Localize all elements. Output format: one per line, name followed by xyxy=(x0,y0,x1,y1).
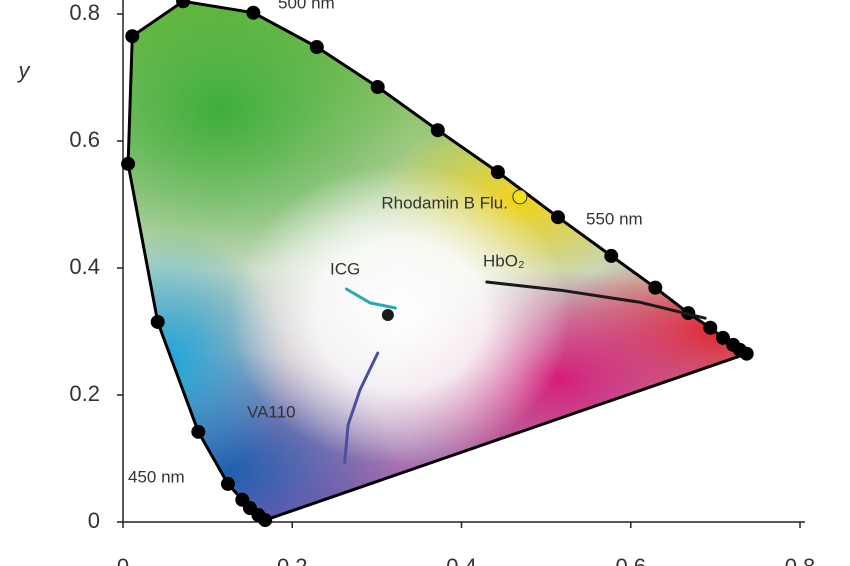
x-tick-label: 0 xyxy=(117,554,129,566)
annotation: 550 nm xyxy=(586,209,643,228)
y-tick-label: 0.6 xyxy=(69,127,100,152)
series-label: HbO₂ xyxy=(483,251,525,270)
y-tick-label: 0 xyxy=(88,508,100,533)
locus-dot xyxy=(125,29,140,44)
locus-dot xyxy=(246,5,261,20)
locus-dot xyxy=(220,476,235,491)
curve xyxy=(485,280,707,320)
series-label: ICG xyxy=(330,259,360,278)
locus-dot xyxy=(121,156,136,171)
y-tick-label: 0.2 xyxy=(69,381,100,406)
series-label: Rhodamin B Flu. xyxy=(381,193,508,212)
locus-dot xyxy=(715,330,730,345)
x-tick-label: 0.6 xyxy=(615,554,646,566)
locus-dot xyxy=(176,0,191,9)
locus-dot xyxy=(235,492,250,507)
locus-dot xyxy=(370,80,385,95)
locus-dot xyxy=(309,40,324,55)
locus-dot xyxy=(430,123,445,138)
locus-dot xyxy=(490,165,505,180)
annotation: 450 nm xyxy=(128,467,185,486)
y-axis-label: y xyxy=(17,58,32,83)
locus-dot xyxy=(604,248,619,263)
locus-dot xyxy=(550,210,565,225)
series-label: VA110 xyxy=(247,402,296,421)
locus-dot xyxy=(703,320,718,335)
locus-dot xyxy=(150,314,165,329)
marker xyxy=(512,189,528,205)
y-tick-label: 0.4 xyxy=(69,254,100,279)
locus-dot xyxy=(739,346,754,361)
x-tick-label: 0.2 xyxy=(277,554,308,566)
locus-dot xyxy=(648,280,663,295)
curve xyxy=(344,287,397,310)
white-point xyxy=(381,308,394,321)
annotation: 500 nm xyxy=(278,0,335,12)
x-tick-label: 0.4 xyxy=(446,554,477,566)
locus-dot xyxy=(191,424,206,439)
x-tick-label: 0.8 xyxy=(785,554,816,566)
y-tick-label: 0.8 xyxy=(69,0,100,25)
curve xyxy=(343,351,380,464)
